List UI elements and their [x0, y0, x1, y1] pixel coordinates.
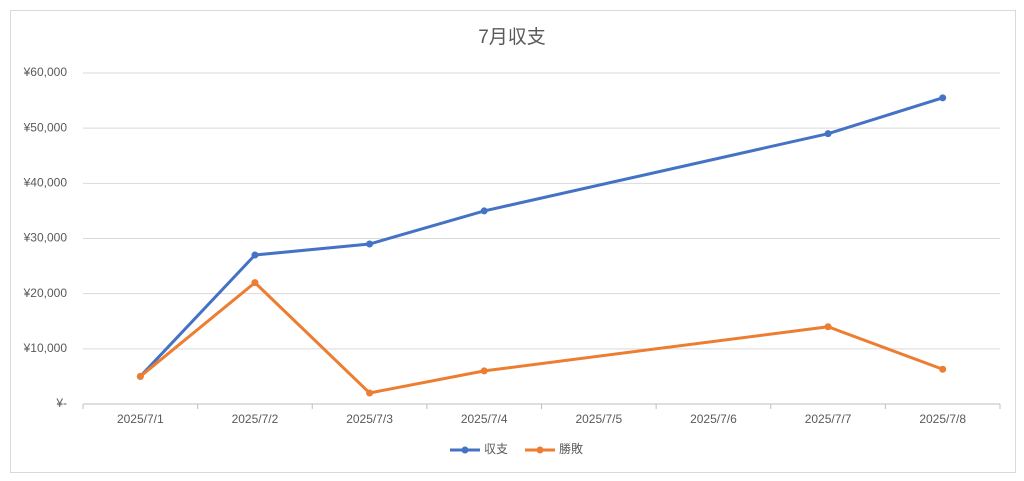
point	[480, 367, 488, 375]
x-tick-label: 2025/7/3	[346, 412, 393, 426]
legend-marker	[536, 446, 544, 454]
series-line	[138, 281, 486, 395]
y-tick-label: ¥10,000	[23, 341, 68, 355]
x-tick-label: 2025/7/2	[232, 412, 279, 426]
y-tick-label: ¥-	[55, 396, 67, 410]
series-line	[138, 209, 486, 378]
legend-label: 勝敗	[559, 441, 583, 456]
point	[136, 372, 144, 380]
gap-connector	[482, 132, 830, 213]
series-line	[826, 96, 945, 136]
x-tick-label: 2025/7/5	[575, 412, 622, 426]
y-tick-label: ¥60,000	[23, 65, 68, 79]
point	[480, 207, 488, 215]
x-tick-label: 2025/7/4	[461, 412, 508, 426]
point	[251, 279, 259, 287]
y-tick-label: ¥20,000	[23, 286, 68, 300]
gap-connector	[482, 325, 830, 373]
chart-title: 7月収支	[478, 26, 546, 48]
point	[366, 389, 374, 397]
x-tick-label: 2025/7/7	[805, 412, 852, 426]
y-tick-label: ¥40,000	[23, 176, 68, 190]
point	[939, 365, 947, 373]
point	[251, 251, 259, 259]
chart-border	[10, 10, 1016, 473]
series-line	[826, 325, 945, 371]
y-tick-label: ¥50,000	[23, 120, 68, 134]
point	[824, 130, 832, 138]
x-tick-label: 2025/7/8	[919, 412, 966, 426]
point	[366, 240, 374, 248]
y-tick-label: ¥30,000	[23, 231, 68, 245]
legend-marker	[461, 446, 469, 454]
point	[939, 94, 947, 102]
point	[824, 323, 832, 331]
x-tick-label: 2025/7/6	[690, 412, 737, 426]
x-tick-label: 2025/7/1	[117, 412, 164, 426]
legend-label: 収支	[484, 442, 508, 456]
